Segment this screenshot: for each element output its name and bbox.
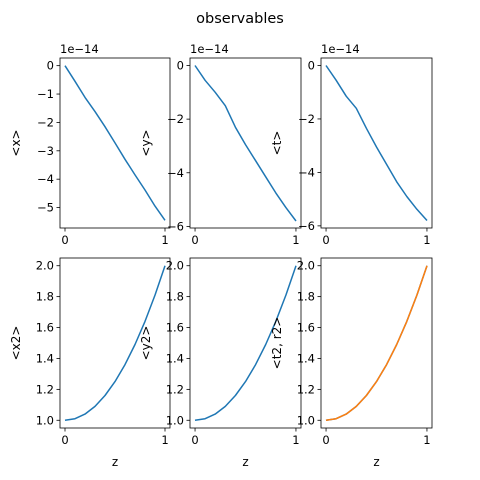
subplot-5: 1.0 1.2 1.4 1.6 1.8 2.0 0 1 <y2> z bbox=[139, 257, 302, 469]
x-tick-label: 0 bbox=[61, 233, 68, 247]
y-axis-label: <x> bbox=[9, 129, 23, 156]
series-line-1 bbox=[64, 265, 166, 422]
y-tick-label: 1.2 bbox=[36, 382, 54, 396]
series-line-1 bbox=[64, 65, 166, 221]
x-tick-label: 1 bbox=[423, 433, 430, 447]
x-tick-label: 1 bbox=[423, 233, 430, 247]
y-tick-label: 0 bbox=[47, 59, 54, 73]
scale-offset-label: 1e−14 bbox=[321, 42, 360, 56]
x-tick-label: 0 bbox=[322, 233, 329, 247]
y-tick-label: 2.0 bbox=[166, 259, 184, 273]
y-tick-label: 1.2 bbox=[297, 382, 315, 396]
y-tick-label: 1.8 bbox=[36, 290, 54, 304]
y-tick-label: 1.6 bbox=[36, 321, 54, 335]
plot-area bbox=[321, 258, 432, 428]
x-tick-label: 1 bbox=[292, 233, 299, 247]
y-tick-label: 1.8 bbox=[166, 290, 184, 304]
y-tick-label: 1.8 bbox=[297, 290, 315, 304]
series-line-2 bbox=[325, 265, 428, 422]
y-tick-label: −6 bbox=[167, 219, 184, 233]
plot-area bbox=[190, 58, 301, 228]
y-tick-label: 0 bbox=[308, 58, 315, 72]
x-tick-label: 0 bbox=[191, 433, 198, 447]
y-tick-label: 1.6 bbox=[297, 321, 315, 335]
x-tick-label: 1 bbox=[161, 233, 168, 247]
y-axis-label: <y2> bbox=[139, 326, 153, 361]
y-tick-label: 2.0 bbox=[297, 259, 315, 273]
y-tick-label: −2 bbox=[167, 112, 184, 126]
x-tick-label: 1 bbox=[292, 433, 299, 447]
y-axis-label: <x2> bbox=[9, 326, 23, 361]
axes-frame bbox=[320, 257, 433, 429]
y-tick-label: 1.0 bbox=[36, 413, 54, 427]
y-axis-label: <t> bbox=[270, 131, 284, 156]
x-tick-label: 0 bbox=[322, 433, 329, 447]
x-axis-label: z bbox=[242, 455, 248, 469]
y-tick-label: 2.0 bbox=[36, 259, 54, 273]
y-tick-label: 1.2 bbox=[166, 382, 184, 396]
y-tick-label: −4 bbox=[298, 165, 315, 179]
y-axis-label: <y> bbox=[139, 129, 153, 156]
axes-frame bbox=[320, 57, 433, 229]
scale-offset-label: 1e−14 bbox=[60, 42, 99, 56]
y-tick-label: −4 bbox=[37, 172, 54, 186]
y-tick-label: 1.0 bbox=[297, 413, 315, 427]
scale-offset-label: 1e−14 bbox=[190, 42, 229, 56]
y-tick-label: −5 bbox=[37, 201, 54, 215]
axes-frame bbox=[59, 257, 171, 429]
plot-area bbox=[190, 258, 301, 428]
series-line-1 bbox=[194, 265, 297, 422]
y-tick-label: −1 bbox=[37, 87, 54, 101]
x-axis-label: z bbox=[373, 455, 379, 469]
subplot-6: 1.0 1.2 1.4 1.6 1.8 2.0 0 1 <t2, r2> z bbox=[270, 257, 433, 469]
subplot-4: 1.0 1.2 1.4 1.6 1.8 2.0 0 1 <x2> z bbox=[9, 257, 171, 469]
y-tick-label: −3 bbox=[37, 144, 54, 158]
y-tick-label: 1.4 bbox=[297, 351, 315, 365]
series-line-1 bbox=[325, 65, 428, 222]
axes-frame bbox=[59, 57, 171, 229]
axes-frame bbox=[189, 57, 302, 229]
x-axis-label: z bbox=[112, 455, 118, 469]
axes-frame bbox=[189, 257, 302, 429]
y-tick-label: 0 bbox=[177, 59, 184, 73]
series-line-1 bbox=[194, 65, 297, 222]
y-tick-label: 1.0 bbox=[166, 413, 184, 427]
y-tick-label: −2 bbox=[37, 115, 54, 129]
y-tick-label: 1.6 bbox=[166, 321, 184, 335]
y-tick-label: −2 bbox=[298, 112, 315, 126]
x-tick-label: 0 bbox=[61, 433, 68, 447]
y-tick-label: 1.4 bbox=[36, 351, 54, 365]
x-tick-label: 1 bbox=[161, 433, 168, 447]
subplot-grid: 0 −1 −2 −3 −4 −5 0 1 1e−14 <x> z 0 −2 −4 −6 0 1 1e−14 <y> z… bbox=[9, 42, 433, 469]
y-tick-label: −6 bbox=[298, 219, 315, 233]
y-tick-label: 1.4 bbox=[166, 351, 184, 365]
y-tick-label: −4 bbox=[167, 166, 184, 180]
x-tick-label: 0 bbox=[191, 233, 198, 247]
plot-area bbox=[60, 258, 170, 428]
y-axis-label: <t2, r2> bbox=[270, 317, 284, 370]
figure-title: observables bbox=[196, 11, 284, 27]
